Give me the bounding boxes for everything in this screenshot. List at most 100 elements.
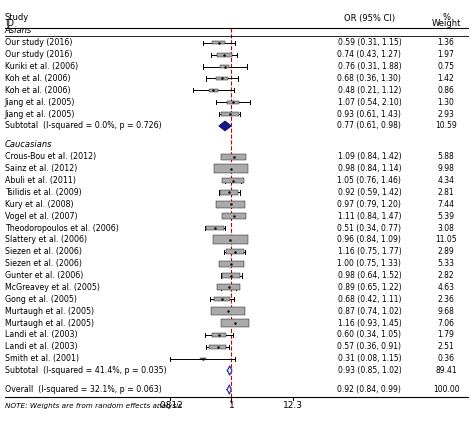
Text: 7.44: 7.44 [438, 200, 455, 209]
Text: 9.98: 9.98 [438, 164, 455, 173]
Text: Gunter et al. (2006): Gunter et al. (2006) [5, 271, 83, 280]
Text: 0.77 (0.61, 0.98): 0.77 (0.61, 0.98) [337, 121, 401, 131]
Text: Jiang et al. (2005): Jiang et al. (2005) [5, 110, 75, 119]
Text: 0.86: 0.86 [438, 86, 455, 95]
FancyBboxPatch shape [220, 112, 239, 117]
Text: 10.59: 10.59 [435, 121, 457, 131]
Text: 1.30: 1.30 [438, 98, 455, 107]
Text: Siezen et al. (2006): Siezen et al. (2006) [5, 247, 82, 256]
Text: 0.57 (0.36, 0.91): 0.57 (0.36, 0.91) [337, 342, 401, 351]
Text: Kury et al. (2008): Kury et al. (2008) [5, 200, 73, 209]
Text: 4.63: 4.63 [438, 283, 455, 292]
Text: Slattery et al. (2006): Slattery et al. (2006) [5, 235, 87, 244]
Text: 89.41: 89.41 [435, 366, 457, 375]
Text: 1.36: 1.36 [438, 38, 455, 47]
Text: 0.92 (0.84, 0.99): 0.92 (0.84, 0.99) [337, 385, 401, 394]
Text: 0.31 (0.08, 1.15): 0.31 (0.08, 1.15) [337, 354, 401, 363]
FancyBboxPatch shape [213, 235, 248, 244]
Text: 2.81: 2.81 [438, 188, 455, 197]
Text: Tsilidis et al. (2009): Tsilidis et al. (2009) [5, 188, 82, 197]
Text: 0.68 (0.42, 1.11): 0.68 (0.42, 1.11) [337, 295, 401, 304]
Text: 1.16 (0.93, 1.45): 1.16 (0.93, 1.45) [337, 318, 401, 328]
FancyBboxPatch shape [206, 226, 224, 230]
FancyBboxPatch shape [209, 89, 219, 92]
FancyBboxPatch shape [209, 345, 226, 349]
Text: 1.79: 1.79 [438, 330, 455, 339]
Text: 2.93: 2.93 [438, 110, 455, 119]
FancyBboxPatch shape [212, 333, 226, 337]
Text: Weight: Weight [431, 19, 461, 28]
Text: Subtotal  (I-squared = 0.0%, p = 0.726): Subtotal (I-squared = 0.0%, p = 0.726) [5, 121, 161, 131]
Polygon shape [219, 121, 231, 131]
FancyBboxPatch shape [226, 250, 244, 254]
Text: 0.98 (0.64, 1.52): 0.98 (0.64, 1.52) [337, 271, 401, 280]
Text: 0.59 (0.31, 1.15): 0.59 (0.31, 1.15) [337, 38, 401, 47]
Polygon shape [227, 385, 231, 394]
Text: 1.07 (0.54, 2.10): 1.07 (0.54, 2.10) [337, 98, 401, 107]
Text: Murtaugh et al. (2005): Murtaugh et al. (2005) [5, 307, 94, 316]
Text: Vogel et al. (2007): Vogel et al. (2007) [5, 212, 77, 221]
Text: Our study (2016): Our study (2016) [5, 50, 72, 59]
Text: 2.51: 2.51 [438, 342, 455, 351]
Text: %: % [442, 14, 450, 22]
Text: 4.34: 4.34 [438, 176, 455, 185]
FancyBboxPatch shape [216, 77, 228, 80]
Text: Our study (2016): Our study (2016) [5, 38, 72, 47]
Text: 7.06: 7.06 [438, 318, 455, 328]
Text: 0.92 (0.59, 1.42): 0.92 (0.59, 1.42) [337, 188, 401, 197]
Text: 0.93 (0.85, 1.02): 0.93 (0.85, 1.02) [337, 366, 401, 375]
Text: Study: Study [5, 14, 29, 22]
Text: Caucasians: Caucasians [5, 141, 52, 149]
FancyBboxPatch shape [217, 53, 231, 57]
Text: 0.89 (0.65, 1.22): 0.89 (0.65, 1.22) [337, 283, 401, 292]
Text: 0.76 (0.31, 1.88): 0.76 (0.31, 1.88) [337, 62, 401, 71]
Text: Subtotal  (I-squared = 41.4%, p = 0.035): Subtotal (I-squared = 41.4%, p = 0.035) [5, 366, 166, 375]
Text: 2.36: 2.36 [438, 295, 455, 304]
Text: 5.39: 5.39 [438, 212, 455, 221]
FancyBboxPatch shape [211, 307, 245, 315]
FancyBboxPatch shape [212, 41, 225, 44]
FancyBboxPatch shape [219, 261, 244, 267]
Text: 1.42: 1.42 [438, 74, 455, 83]
Text: Crous-Bou et al. (2012): Crous-Bou et al. (2012) [5, 152, 96, 161]
FancyBboxPatch shape [220, 190, 238, 195]
Text: 1.97: 1.97 [438, 50, 455, 59]
Text: 0.68 (0.36, 1.30): 0.68 (0.36, 1.30) [337, 74, 401, 83]
Polygon shape [228, 366, 232, 375]
Text: 0.48 (0.21, 1.12): 0.48 (0.21, 1.12) [337, 86, 401, 95]
Text: 2.82: 2.82 [438, 271, 455, 280]
Text: Smith et al. (2001): Smith et al. (2001) [5, 354, 79, 363]
Text: 0.98 (0.84, 1.14): 0.98 (0.84, 1.14) [337, 164, 401, 173]
Text: Murtaugh et al. (2005): Murtaugh et al. (2005) [5, 318, 94, 328]
Text: 3.08: 3.08 [438, 223, 455, 233]
Text: 1.09 (0.84, 1.42): 1.09 (0.84, 1.42) [337, 152, 401, 161]
FancyBboxPatch shape [227, 101, 239, 104]
Text: 1.16 (0.75, 1.77): 1.16 (0.75, 1.77) [337, 247, 401, 256]
Text: Gong et al. (2005): Gong et al. (2005) [5, 295, 77, 304]
Text: 0.75: 0.75 [438, 62, 455, 71]
Text: Theodoropoulos et al. (2006): Theodoropoulos et al. (2006) [5, 223, 118, 233]
FancyBboxPatch shape [220, 153, 246, 160]
Text: 0.93 (0.61, 1.43): 0.93 (0.61, 1.43) [337, 110, 401, 119]
Text: .0812: .0812 [157, 401, 183, 410]
Text: Landi et al. (2003): Landi et al. (2003) [5, 330, 77, 339]
FancyBboxPatch shape [214, 297, 230, 301]
Text: 2.89: 2.89 [438, 247, 455, 256]
Text: Koh et al. (2006): Koh et al. (2006) [5, 74, 70, 83]
Text: 0.96 (0.84, 1.09): 0.96 (0.84, 1.09) [337, 235, 401, 244]
FancyBboxPatch shape [220, 65, 229, 68]
Text: 0.87 (0.74, 1.02): 0.87 (0.74, 1.02) [337, 307, 401, 316]
FancyBboxPatch shape [200, 358, 206, 360]
Text: NOTE: Weights are from random effects analysis: NOTE: Weights are from random effects an… [5, 403, 182, 409]
Text: 0.60 (0.34, 1.05): 0.60 (0.34, 1.05) [337, 330, 401, 339]
Text: Jiang et al. (2005): Jiang et al. (2005) [5, 98, 75, 107]
Text: 1.00 (0.75, 1.33): 1.00 (0.75, 1.33) [337, 259, 401, 268]
Text: Koh et al. (2006): Koh et al. (2006) [5, 86, 70, 95]
Text: 0.36: 0.36 [438, 354, 455, 363]
Text: Kuriki et al. (2006): Kuriki et al. (2006) [5, 62, 78, 71]
Text: Overall  (I-squared = 32.1%, p = 0.063): Overall (I-squared = 32.1%, p = 0.063) [5, 385, 162, 394]
Text: 1.05 (0.76, 1.46): 1.05 (0.76, 1.46) [337, 176, 401, 185]
Text: 0.97 (0.79, 1.20): 0.97 (0.79, 1.20) [337, 200, 401, 209]
Text: 0.74 (0.43, 1.27): 0.74 (0.43, 1.27) [337, 50, 401, 59]
Text: 1: 1 [228, 401, 234, 410]
